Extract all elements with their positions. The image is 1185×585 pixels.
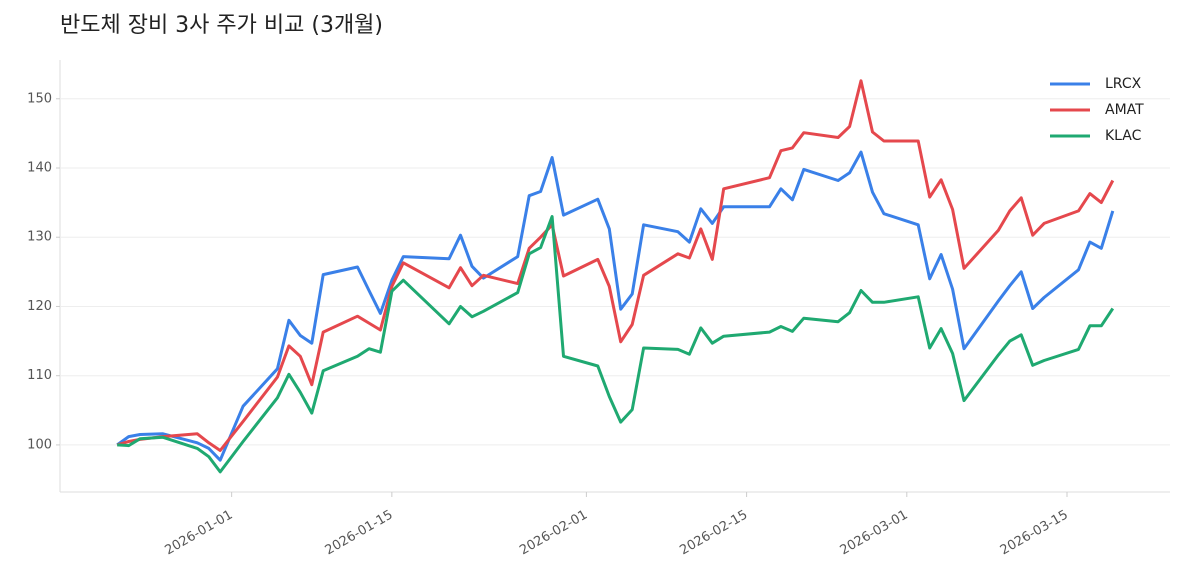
y-tick-label: 130 <box>27 230 52 245</box>
legend-label: KLAC <box>1105 128 1142 144</box>
chart-title: 반도체 장비 3사 주가 비교 (3개월) <box>60 13 383 38</box>
y-tick-label: 100 <box>27 437 52 452</box>
x-tick-label: 2026-02-15 <box>677 508 750 559</box>
y-tick-label: 150 <box>27 91 52 106</box>
legend-label: LRCX <box>1105 76 1142 92</box>
line-series <box>117 215 1115 474</box>
line-series <box>116 150 1115 462</box>
x-tick-label: 2026-03-15 <box>998 508 1071 559</box>
x-tick-label: 2026-02-01 <box>517 508 590 559</box>
x-tick-label: 2026-01-01 <box>162 508 235 559</box>
x-tick-label: 2026-01-15 <box>323 508 396 559</box>
legend-label: AMAT <box>1105 102 1144 118</box>
y-tick-label: 140 <box>27 161 52 176</box>
line-series <box>116 79 1115 452</box>
y-tick-label: 110 <box>27 368 52 383</box>
y-tick-label: 120 <box>27 299 52 314</box>
x-tick-label: 2026-03-01 <box>838 508 911 559</box>
